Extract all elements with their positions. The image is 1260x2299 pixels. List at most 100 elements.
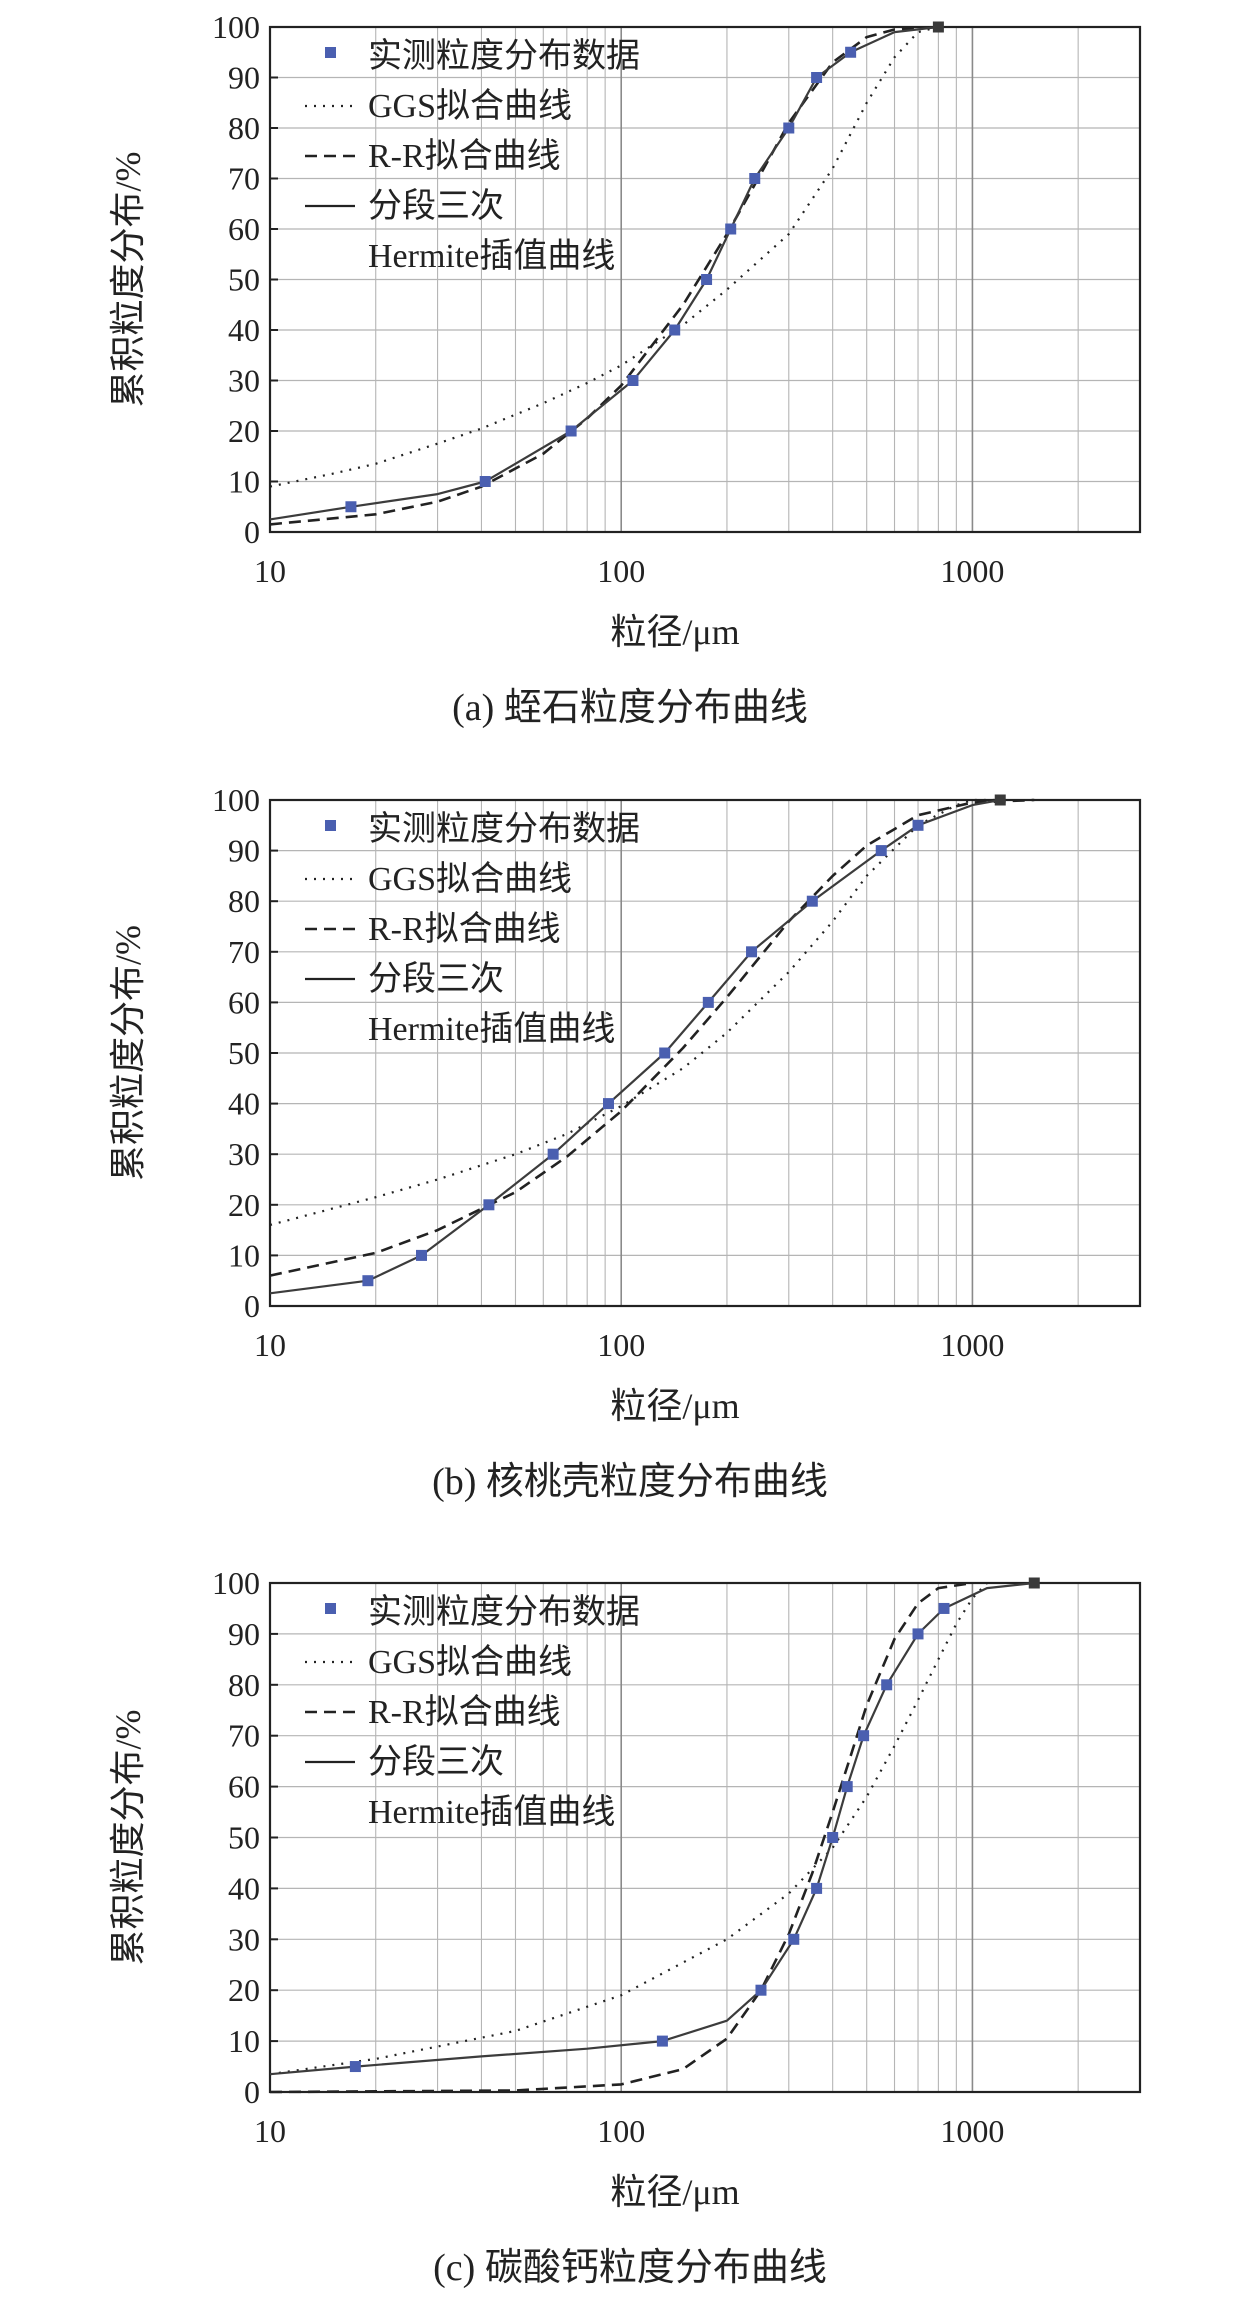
chart-caption: (b) 核桃壳粒度分布曲线 [432,1461,828,1503]
legend-marker-measured [325,1603,336,1614]
legend-label-hermite_1: 分段三次 [368,960,504,998]
data-point [881,1679,893,1691]
data-point [483,1199,495,1211]
y-tick-label: 20 [228,413,260,449]
data-point [702,996,714,1008]
data-point [746,946,758,958]
x-tick-label: 1000 [940,553,1004,589]
y-tick-label: 90 [228,60,260,96]
x-tick-label: 1000 [940,2113,1004,2149]
y-tick-label: 80 [228,110,260,146]
gridlines [270,1583,1140,2092]
legend-label-measured: 实测粒度分布数据 [368,1593,640,1631]
x-axis-label: 粒径/μm [610,2172,739,2212]
series-line-dashed [269,25,939,526]
y-tick-label: 90 [228,833,260,869]
y-tick-label: 100 [212,1565,260,1601]
legend-label-measured: 实测粒度分布数据 [368,810,640,848]
data-point [749,173,761,184]
x-tick-label: 10 [254,553,286,589]
legend-label-ggs: GGS拟合曲线 [368,860,572,898]
data-point [479,476,491,487]
data-point [827,1832,839,1843]
y-tick-label: 20 [228,1972,260,2008]
legend-label-rr: R-R拟合曲线 [368,910,561,948]
y-tick-label: 30 [228,1921,260,1957]
legend-label-hermite_1: 分段三次 [368,187,504,225]
legend-label-rr: R-R拟合曲线 [368,137,561,175]
y-tick-label: 30 [228,363,260,399]
y-tick-label: 50 [228,1035,260,1071]
data-point [345,501,357,513]
data-point [565,425,577,437]
y-axis-label: 累积粒度分布/% [108,1710,148,1966]
data-point [811,1882,823,1894]
legend-label-measured: 实测粒度分布数据 [368,37,640,75]
y-axis-label: 累积粒度分布/% [108,152,148,408]
y-tick-label: 40 [228,312,260,348]
data-point [602,1098,614,1110]
data-point [362,1275,374,1287]
data-point [755,1984,767,1996]
data-point [783,122,795,134]
y-tick-label: 60 [228,211,260,247]
chart-caption: (a) 蛭石粒度分布曲线 [452,687,808,729]
series-line-dashed [269,1581,973,2094]
chart-caption: (c) 碳酸钙粒度分布曲线 [433,2247,827,2289]
legend-label-ggs: GGS拟合曲线 [368,87,572,125]
y-tick-label: 30 [228,1136,260,1172]
data-point [875,845,887,857]
x-tick-label: 10 [254,2113,286,2149]
data-point [725,223,737,235]
y-tick-label: 10 [228,464,260,500]
y-tick-label: 60 [228,1769,260,1805]
data-point [811,72,823,83]
y-tick-label: 70 [228,1718,260,1754]
legend-label-hermite_2: Hermite插值曲线 [368,1793,615,1831]
legend-marker-measured [325,820,336,831]
y-tick-label: 50 [228,1820,260,1856]
x-tick-label: 100 [597,1327,645,1363]
data-point [806,895,818,907]
data-point [788,1933,800,1945]
y-tick-label: 90 [228,1616,260,1652]
y-tick-label: 80 [228,883,260,919]
y-tick-label: 0 [244,1288,260,1324]
series-line-dotted [269,25,939,488]
data-point [349,2061,361,2073]
data-point [858,1730,870,1742]
data-point [912,1628,924,1640]
legend-label-hermite_1: 分段三次 [368,1743,504,1781]
data-point [932,21,944,33]
x-tick-label: 100 [597,553,645,589]
data-point [841,1781,853,1793]
y-tick-label: 50 [228,262,260,298]
y-tick-label: 0 [244,514,260,550]
x-tick-label: 100 [597,2113,645,2149]
legend-label-ggs: GGS拟合曲线 [368,1643,572,1681]
series-line-solid [269,798,1001,1295]
data-point [627,375,639,386]
series-line-dashed [269,798,1035,1277]
x-axis-label: 粒径/μm [610,612,739,652]
x-tick-label: 1000 [940,1327,1004,1363]
y-tick-label: 100 [212,782,260,818]
legend-label-hermite_2: Hermite插值曲线 [368,1010,615,1048]
y-tick-label: 70 [228,161,260,197]
data-point [659,1047,671,1059]
y-tick-label: 10 [228,1237,260,1273]
x-tick-label: 10 [254,1327,286,1363]
data-point [845,46,857,58]
data-point [938,1602,950,1614]
data-point [669,324,681,336]
data-point [416,1249,428,1261]
y-tick-label: 80 [228,1667,260,1703]
data-point [912,819,924,831]
data-point [1028,1577,1040,1589]
y-tick-label: 70 [228,934,260,970]
data-point [994,794,1006,806]
